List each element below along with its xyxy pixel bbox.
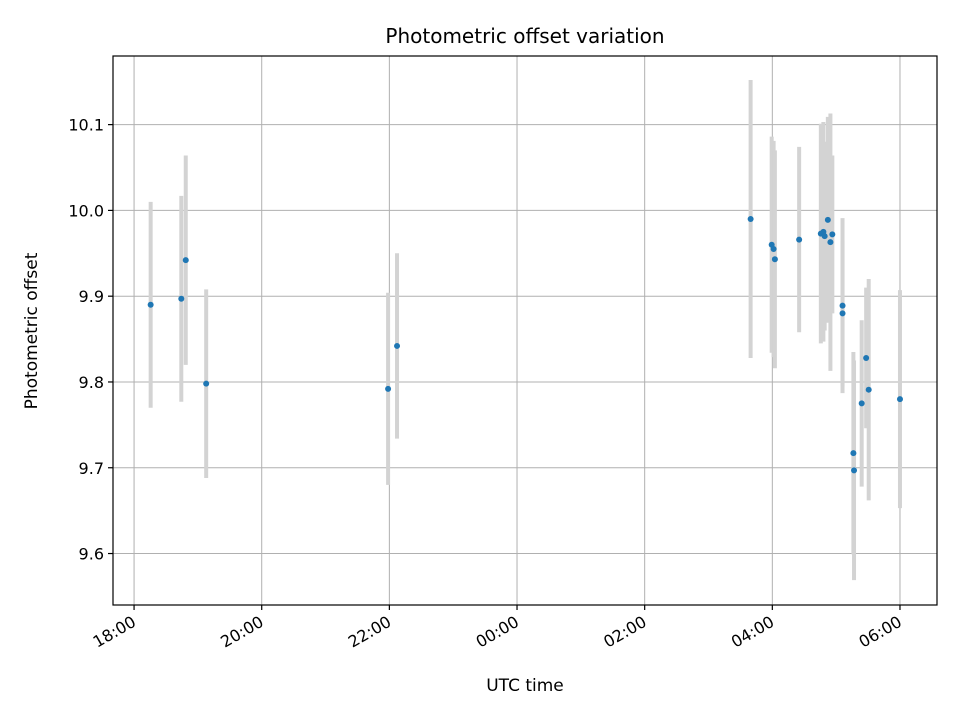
data-points <box>147 215 903 474</box>
data-point <box>851 467 858 474</box>
y-tick-label: 10.0 <box>68 201 104 220</box>
data-point <box>839 310 846 317</box>
data-point <box>858 400 865 407</box>
y-tick-label: 9.9 <box>79 287 104 306</box>
x-axis-label: UTC time <box>486 676 564 696</box>
data-point <box>771 256 778 263</box>
y-tick-label: 9.8 <box>79 373 104 392</box>
data-point <box>829 231 836 238</box>
data-point <box>385 385 392 392</box>
data-point <box>821 233 828 240</box>
data-point <box>747 215 754 222</box>
data-point <box>896 396 903 403</box>
plot-frame <box>112 55 938 606</box>
data-point <box>824 216 831 223</box>
data-point <box>863 354 870 361</box>
data-point <box>796 236 803 243</box>
data-point <box>827 239 834 246</box>
data-point <box>770 246 777 253</box>
data-point <box>394 342 401 349</box>
data-point <box>865 386 872 393</box>
y-tick-label: 9.7 <box>79 459 104 478</box>
data-point <box>147 301 154 308</box>
chart-title: Photometric offset variation <box>385 24 664 48</box>
data-point <box>850 450 857 457</box>
data-point <box>178 295 185 302</box>
data-point <box>203 380 210 387</box>
y-axis-label: Photometric offset <box>22 252 42 409</box>
data-point <box>182 257 189 264</box>
data-point <box>839 302 846 309</box>
y-tick-label: 9.6 <box>79 545 104 564</box>
y-tick-label: 10.1 <box>68 116 104 135</box>
